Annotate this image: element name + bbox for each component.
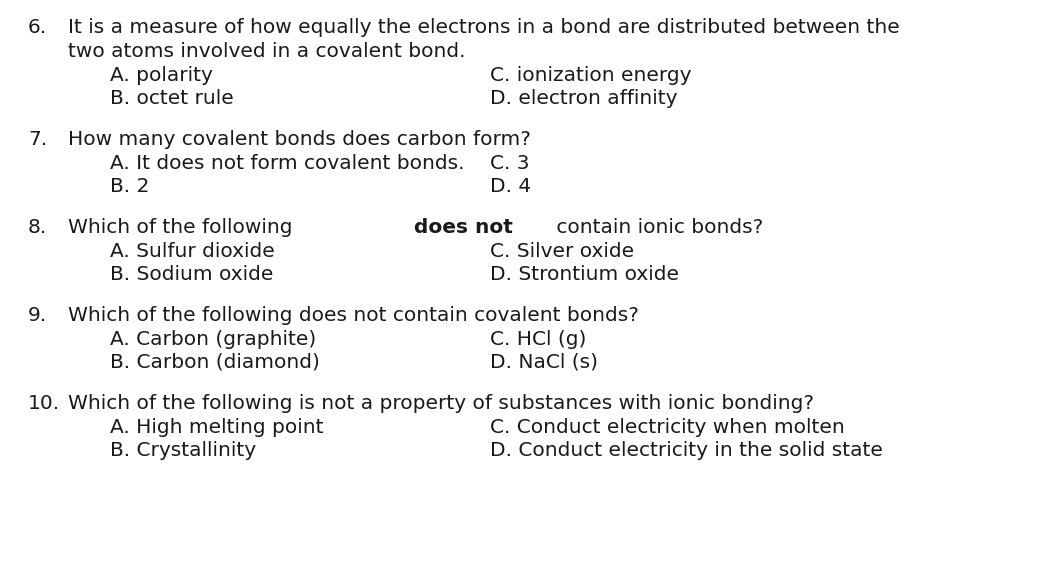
Text: B. Carbon (diamond): B. Carbon (diamond) bbox=[110, 353, 319, 372]
Text: D. NaCl (s): D. NaCl (s) bbox=[490, 353, 598, 372]
Text: A. High melting point: A. High melting point bbox=[110, 418, 324, 437]
Text: Which of the following does not contain covalent bonds?: Which of the following does not contain … bbox=[68, 306, 639, 325]
Text: C. 3: C. 3 bbox=[490, 154, 529, 173]
Text: D. 4: D. 4 bbox=[490, 177, 531, 196]
Text: C. Silver oxide: C. Silver oxide bbox=[490, 242, 634, 261]
Text: C. HCl (g): C. HCl (g) bbox=[490, 330, 587, 349]
Text: A. Sulfur dioxide: A. Sulfur dioxide bbox=[110, 242, 275, 261]
Text: two atoms involved in a covalent bond.: two atoms involved in a covalent bond. bbox=[68, 42, 466, 61]
Text: D. electron affinity: D. electron affinity bbox=[490, 89, 678, 108]
Text: A. It does not form covalent bonds.: A. It does not form covalent bonds. bbox=[110, 154, 465, 173]
Text: Which of the following is not a property of substances with ionic bonding?: Which of the following is not a property… bbox=[68, 394, 814, 413]
Text: C. Conduct electricity when molten: C. Conduct electricity when molten bbox=[490, 418, 845, 437]
Text: 8.: 8. bbox=[28, 218, 47, 237]
Text: 6.: 6. bbox=[28, 18, 47, 37]
Text: B. Crystallinity: B. Crystallinity bbox=[110, 441, 256, 460]
Text: D. Strontium oxide: D. Strontium oxide bbox=[490, 265, 679, 284]
Text: 10.: 10. bbox=[28, 394, 61, 413]
Text: B. 2: B. 2 bbox=[110, 177, 149, 196]
Text: Which of the following: Which of the following bbox=[68, 218, 299, 237]
Text: C. ionization energy: C. ionization energy bbox=[490, 66, 691, 85]
Text: 9.: 9. bbox=[28, 306, 47, 325]
Text: does not: does not bbox=[414, 218, 513, 237]
Text: contain ionic bonds?: contain ionic bonds? bbox=[550, 218, 763, 237]
Text: B. octet rule: B. octet rule bbox=[110, 89, 234, 108]
Text: A. polarity: A. polarity bbox=[110, 66, 213, 85]
Text: B. Sodium oxide: B. Sodium oxide bbox=[110, 265, 274, 284]
Text: 7.: 7. bbox=[28, 130, 47, 149]
Text: It is a measure of how equally the electrons in a bond are distributed between t: It is a measure of how equally the elect… bbox=[68, 18, 900, 37]
Text: A. Carbon (graphite): A. Carbon (graphite) bbox=[110, 330, 316, 349]
Text: D. Conduct electricity in the solid state: D. Conduct electricity in the solid stat… bbox=[490, 441, 883, 460]
Text: How many covalent bonds does carbon form?: How many covalent bonds does carbon form… bbox=[68, 130, 531, 149]
